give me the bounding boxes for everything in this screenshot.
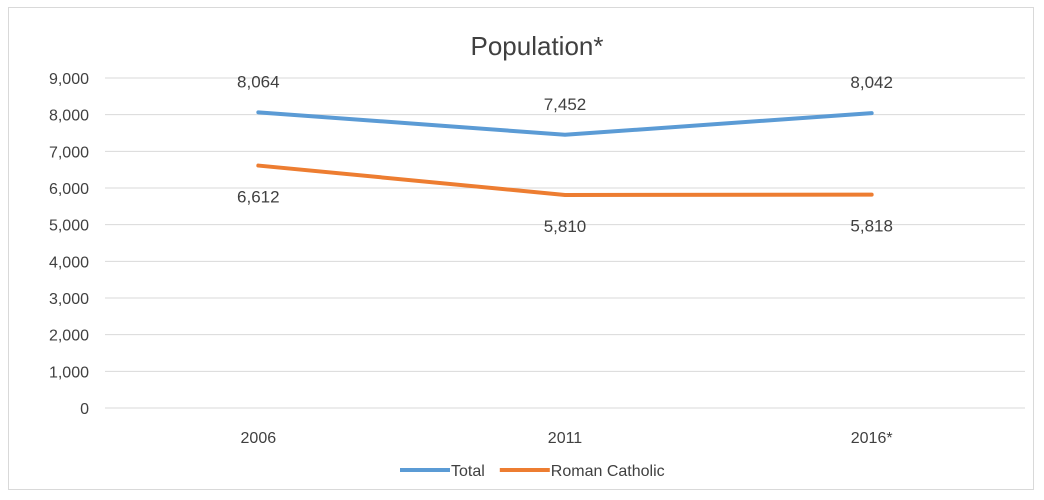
data-label: 5,810 [544,217,587,236]
data-label: 6,612 [237,188,280,207]
data-label: 8,042 [850,73,893,92]
series-line-total [256,110,874,137]
y-tick-label: 8,000 [49,108,89,125]
y-tick-label: 1,000 [49,364,89,381]
x-tick-label: 2006 [241,430,277,447]
data-label: 8,064 [237,72,280,91]
series-group [256,110,874,197]
y-tick-label: 4,000 [49,254,89,271]
y-axis: 0 1,000 2,000 3,000 4,000 5,000 6,000 7,000 8,00… [49,71,89,418]
y-tick-label: 7,000 [49,144,89,161]
data-labels: 8,064 7,452 8,042 6,612 5,810 5,818 [237,72,893,236]
y-tick-label: 3,000 [49,291,89,308]
chart-frame [8,7,1034,490]
y-tick-label: 5,000 [49,218,89,235]
data-label: 5,818 [850,217,893,236]
x-axis: 2006 2011 2016* [241,430,893,447]
y-tick-label: 6,000 [49,181,89,198]
series-line-roman-catholic [256,163,874,197]
chart-title: Population* [471,31,604,61]
y-tick-label: 0 [80,401,89,418]
y-tick-label: 2,000 [49,328,89,345]
gridlines [105,77,1025,409]
x-tick-label: 2011 [548,430,583,447]
y-tick-label: 9,000 [49,71,89,88]
x-tick-label: 2016* [851,430,893,447]
legend-label: Roman Catholic [551,463,665,480]
data-label: 7,452 [544,95,587,114]
legend-label: Total [451,463,485,480]
legend: Total Roman Catholic [400,463,665,480]
